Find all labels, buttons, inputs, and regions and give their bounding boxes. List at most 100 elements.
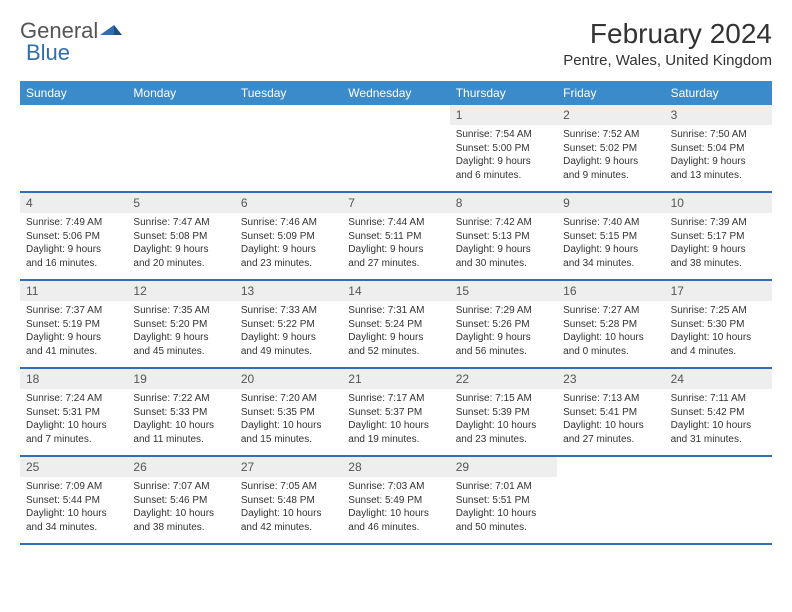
day-number: 16 [557,281,664,301]
day-number: 1 [450,105,557,125]
sunrise-text: Sunrise: 7:07 AM [133,480,228,494]
sunset-text: Sunset: 5:22 PM [241,318,336,332]
day-cell: 24Sunrise: 7:11 AMSunset: 5:42 PMDayligh… [665,369,772,455]
day-cell: 8Sunrise: 7:42 AMSunset: 5:13 PMDaylight… [450,193,557,279]
day-body: Sunrise: 7:39 AMSunset: 5:17 PMDaylight:… [665,213,772,276]
daylight-text-2: and 52 minutes. [348,345,443,359]
daylight-text-1: Daylight: 9 hours [456,331,551,345]
day-cell: 25Sunrise: 7:09 AMSunset: 5:44 PMDayligh… [20,457,127,543]
day-body: Sunrise: 7:54 AMSunset: 5:00 PMDaylight:… [450,125,557,188]
day-cell: 16Sunrise: 7:27 AMSunset: 5:28 PMDayligh… [557,281,664,367]
daylight-text-2: and 45 minutes. [133,345,228,359]
daylight-text-1: Daylight: 10 hours [26,419,121,433]
daylight-text-2: and 27 minutes. [563,433,658,447]
week-row: 25Sunrise: 7:09 AMSunset: 5:44 PMDayligh… [20,457,772,545]
daylight-text-2: and 23 minutes. [456,433,551,447]
sunrise-text: Sunrise: 7:01 AM [456,480,551,494]
day-number: 5 [127,193,234,213]
day-body: Sunrise: 7:40 AMSunset: 5:15 PMDaylight:… [557,213,664,276]
sunrise-text: Sunrise: 7:52 AM [563,128,658,142]
sunrise-text: Sunrise: 7:49 AM [26,216,121,230]
daylight-text-1: Daylight: 9 hours [133,331,228,345]
daylight-text-1: Daylight: 9 hours [671,243,766,257]
day-number: 25 [20,457,127,477]
sunrise-text: Sunrise: 7:39 AM [671,216,766,230]
sunrise-text: Sunrise: 7:29 AM [456,304,551,318]
day-cell: . [127,105,234,191]
sunset-text: Sunset: 5:44 PM [26,494,121,508]
day-body: Sunrise: 7:05 AMSunset: 5:48 PMDaylight:… [235,477,342,540]
sunset-text: Sunset: 5:37 PM [348,406,443,420]
week-row: 11Sunrise: 7:37 AMSunset: 5:19 PMDayligh… [20,281,772,369]
daylight-text-2: and 50 minutes. [456,521,551,535]
daylight-text-1: Daylight: 10 hours [671,419,766,433]
day-cell: 22Sunrise: 7:15 AMSunset: 5:39 PMDayligh… [450,369,557,455]
day-body: Sunrise: 7:49 AMSunset: 5:06 PMDaylight:… [20,213,127,276]
day-body: Sunrise: 7:33 AMSunset: 5:22 PMDaylight:… [235,301,342,364]
daylight-text-2: and 41 minutes. [26,345,121,359]
day-cell: 19Sunrise: 7:22 AMSunset: 5:33 PMDayligh… [127,369,234,455]
day-cell: 21Sunrise: 7:17 AMSunset: 5:37 PMDayligh… [342,369,449,455]
day-number: 9 [557,193,664,213]
sunset-text: Sunset: 5:30 PM [671,318,766,332]
weekday-fri: Friday [557,81,664,105]
sunset-text: Sunset: 5:19 PM [26,318,121,332]
day-body: Sunrise: 7:25 AMSunset: 5:30 PMDaylight:… [665,301,772,364]
daylight-text-1: Daylight: 9 hours [241,243,336,257]
sunrise-text: Sunrise: 7:15 AM [456,392,551,406]
sunset-text: Sunset: 5:49 PM [348,494,443,508]
day-body: Sunrise: 7:09 AMSunset: 5:44 PMDaylight:… [20,477,127,540]
sunrise-text: Sunrise: 7:31 AM [348,304,443,318]
day-body: Sunrise: 7:17 AMSunset: 5:37 PMDaylight:… [342,389,449,452]
day-number: 2 [557,105,664,125]
day-cell: 23Sunrise: 7:13 AMSunset: 5:41 PMDayligh… [557,369,664,455]
week-row: ....1Sunrise: 7:54 AMSunset: 5:00 PMDayl… [20,105,772,193]
daylight-text-1: Daylight: 9 hours [133,243,228,257]
day-cell: . [557,457,664,543]
sunset-text: Sunset: 5:35 PM [241,406,336,420]
sunrise-text: Sunrise: 7:44 AM [348,216,443,230]
daylight-text-2: and 9 minutes. [563,169,658,183]
daylight-text-1: Daylight: 10 hours [348,507,443,521]
sunset-text: Sunset: 5:00 PM [456,142,551,156]
day-cell: 4Sunrise: 7:49 AMSunset: 5:06 PMDaylight… [20,193,127,279]
daylight-text-2: and 0 minutes. [563,345,658,359]
sunset-text: Sunset: 5:33 PM [133,406,228,420]
day-number: 10 [665,193,772,213]
weekday-wed: Wednesday [342,81,449,105]
daylight-text-2: and 30 minutes. [456,257,551,271]
day-body: Sunrise: 7:35 AMSunset: 5:20 PMDaylight:… [127,301,234,364]
daylight-text-2: and 42 minutes. [241,521,336,535]
day-body: Sunrise: 7:07 AMSunset: 5:46 PMDaylight:… [127,477,234,540]
day-number: 24 [665,369,772,389]
day-cell: . [20,105,127,191]
sunrise-text: Sunrise: 7:40 AM [563,216,658,230]
weekday-mon: Monday [127,81,234,105]
day-cell: 17Sunrise: 7:25 AMSunset: 5:30 PMDayligh… [665,281,772,367]
month-title: February 2024 [563,18,772,50]
day-body: Sunrise: 7:37 AMSunset: 5:19 PMDaylight:… [20,301,127,364]
daylight-text-2: and 38 minutes. [671,257,766,271]
day-number: 8 [450,193,557,213]
daylight-text-1: Daylight: 10 hours [241,419,336,433]
day-number: 21 [342,369,449,389]
day-cell: 3Sunrise: 7:50 AMSunset: 5:04 PMDaylight… [665,105,772,191]
weekday-sun: Sunday [20,81,127,105]
daylight-text-2: and 56 minutes. [456,345,551,359]
daylight-text-1: Daylight: 9 hours [241,331,336,345]
location: Pentre, Wales, United Kingdom [563,52,772,69]
day-cell: 15Sunrise: 7:29 AMSunset: 5:26 PMDayligh… [450,281,557,367]
day-cell: 18Sunrise: 7:24 AMSunset: 5:31 PMDayligh… [20,369,127,455]
day-body: Sunrise: 7:42 AMSunset: 5:13 PMDaylight:… [450,213,557,276]
daylight-text-1: Daylight: 10 hours [456,507,551,521]
sunset-text: Sunset: 5:41 PM [563,406,658,420]
sunrise-text: Sunrise: 7:27 AM [563,304,658,318]
day-body: Sunrise: 7:50 AMSunset: 5:04 PMDaylight:… [665,125,772,188]
sunset-text: Sunset: 5:02 PM [563,142,658,156]
weekday-header-row: Sunday Monday Tuesday Wednesday Thursday… [20,81,772,105]
sunset-text: Sunset: 5:11 PM [348,230,443,244]
sunset-text: Sunset: 5:51 PM [456,494,551,508]
daylight-text-1: Daylight: 9 hours [671,155,766,169]
sunrise-text: Sunrise: 7:22 AM [133,392,228,406]
sunrise-text: Sunrise: 7:37 AM [26,304,121,318]
